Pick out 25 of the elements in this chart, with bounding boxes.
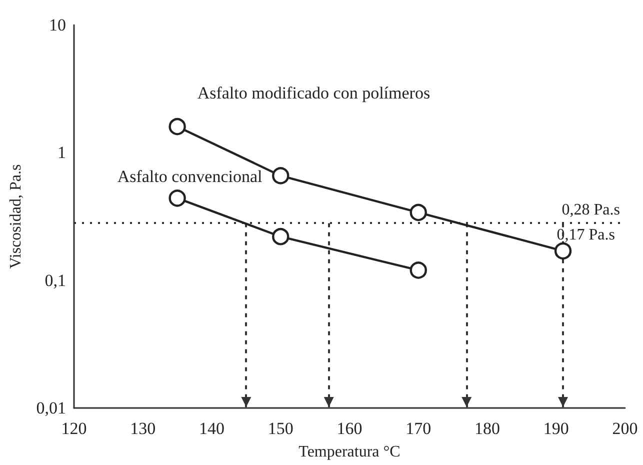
point [554,242,572,260]
y-tick-label: 0,1 [44,270,66,290]
y-tick-label: 1 [58,143,66,162]
point [272,167,290,184]
y-tick-label: 10 [49,16,66,34]
x-tick-label: 140 [199,419,224,438]
x-tick-label: 160 [336,419,362,438]
x-tick-label: 130 [130,419,156,438]
x-tick-label: 170 [406,419,432,438]
x-tick-label: 180 [474,419,500,438]
point [410,204,427,222]
point [168,190,186,207]
x-tick-label: 190 [543,419,569,438]
y-tick-label: 0,01 [36,398,66,418]
x-tick-label: 200 [612,419,638,438]
point [272,228,290,246]
series-label: Asfalto modificado con polímeros [197,84,430,103]
x-tick-label: 150 [268,419,294,438]
x-tick-label: 120 [61,419,87,438]
point [410,262,427,279]
y-axis-title: Viscosidad, Pa.s [8,164,24,269]
point [168,118,186,136]
ref-line-label: 0,28 Pa.s [562,202,620,219]
series-label: Asfalto convencional [117,167,263,186]
x-axis-title: Temperatura °C [298,444,400,460]
